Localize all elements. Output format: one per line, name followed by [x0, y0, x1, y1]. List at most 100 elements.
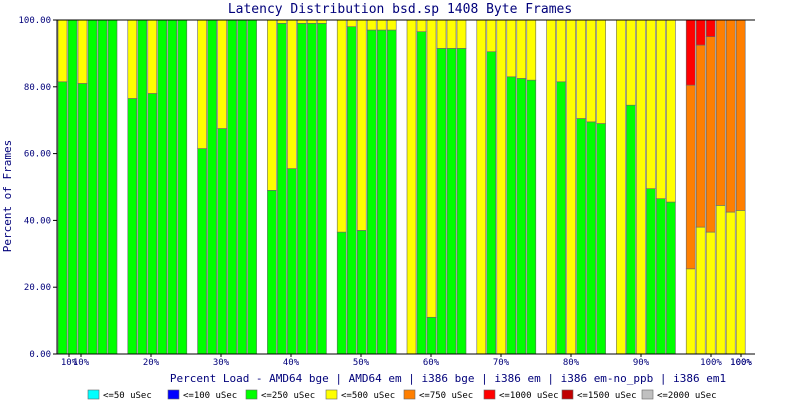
bar-segment: [336, 231, 347, 355]
bar-segment: [217, 19, 227, 129]
bar-segment: [735, 19, 746, 211]
x-tick-label: 90%: [633, 358, 650, 368]
legend-swatch: [325, 389, 338, 400]
legend-label: <=2000 uSec: [657, 391, 717, 400]
bar-segment: [636, 19, 646, 355]
bar-segment: [506, 76, 517, 355]
bar-segment: [725, 19, 736, 213]
bar-segment: [87, 19, 98, 355]
bar-segment: [356, 19, 367, 231]
bar-segment: [725, 211, 736, 355]
bar-segment: [486, 19, 497, 53]
bar-segment: [486, 51, 497, 355]
x-tick-label: 100%: [730, 358, 752, 368]
bar-segment: [267, 190, 277, 355]
bar-segment: [576, 19, 586, 119]
legend-swatch: [561, 389, 574, 400]
bar-segment: [386, 19, 397, 31]
bar-segment: [77, 83, 88, 355]
bar-segment: [715, 19, 726, 206]
bar-segment: [426, 19, 437, 318]
bar-segment: [546, 19, 556, 355]
bar-segment: [476, 19, 487, 355]
bar-segment: [287, 19, 297, 169]
bar-segment: [656, 19, 666, 199]
legend-label: <=250 uSec: [261, 391, 315, 400]
x-tick-label: 100%: [730, 358, 752, 368]
bar-segment: [695, 44, 706, 228]
x-tick-label: 100%: [700, 358, 722, 368]
chart-title: Latency Distribution bsd.sp 1408 Byte Fr…: [228, 2, 572, 17]
bar-segment: [307, 19, 317, 24]
bar-segment: [456, 19, 467, 49]
x-tick-label: 20%: [143, 358, 160, 368]
bar-segment: [127, 19, 138, 99]
legend-label: <=1500 uSec: [577, 391, 637, 400]
legend-swatch: [87, 389, 100, 400]
y-axis: 0.00 20.00 40.00 60.00 80.00 100.00: [18, 16, 58, 360]
bar-segment: [147, 19, 158, 94]
bar-segment: [666, 201, 676, 355]
bar-segment: [526, 19, 537, 81]
y-tick-label: 20.00: [24, 283, 51, 293]
bar-segment: [705, 231, 716, 355]
bar-segment: [426, 316, 437, 355]
bar-segment: [297, 23, 307, 355]
y-tick-label: 60.00: [24, 150, 51, 160]
bar-segment: [616, 19, 626, 355]
bar-segment: [366, 19, 377, 31]
bar-segment: [496, 19, 507, 355]
legend-label: <=500 uSec: [341, 391, 395, 400]
bar-segment: [576, 118, 586, 355]
bar-segment: [317, 19, 327, 24]
y-tick-label: 0.00: [29, 350, 51, 360]
bar-segment: [127, 98, 138, 355]
x-tick-label: 80%: [563, 358, 580, 368]
x-tick-label: 10%: [73, 358, 90, 368]
bar-segment: [626, 19, 636, 106]
x-tick-label: 50%: [353, 358, 370, 368]
bar-segment: [346, 19, 357, 27]
bar-segment: [416, 19, 427, 32]
bar-segment: [695, 19, 706, 46]
x-tick-label: 10%: [61, 358, 78, 368]
bar-segment: [436, 48, 447, 355]
bar-segment: [695, 226, 706, 355]
bar-segment: [267, 19, 277, 191]
legend-label: <=1000 uSec: [499, 391, 559, 400]
bar-segment: [586, 121, 596, 355]
bar-segment: [197, 148, 207, 355]
bar-segment: [277, 19, 287, 24]
plot-area: [57, 19, 755, 355]
bar-segment: [386, 29, 397, 355]
x-tick-label: 30%: [213, 358, 230, 368]
bar-segment: [566, 19, 576, 355]
bar-segment: [197, 19, 207, 149]
bar-segment: [516, 78, 527, 355]
bar-segment: [516, 19, 527, 79]
bar-segment: [735, 210, 746, 355]
bar-segment: [456, 48, 467, 355]
bar-segment: [217, 128, 227, 355]
bar-segment: [277, 23, 287, 355]
bar-segment: [346, 26, 357, 355]
bar-segment: [715, 205, 726, 355]
bar-segment: [685, 84, 696, 270]
bar-segment: [97, 19, 108, 355]
bar-segment: [297, 19, 307, 24]
bar-segment: [207, 19, 217, 355]
legend-swatch: [403, 389, 416, 400]
bar-segment: [356, 230, 367, 355]
bar-segment: [67, 19, 78, 355]
y-tick-label: 100.00: [18, 16, 51, 26]
bar-segment: [157, 19, 168, 355]
bar-segment: [77, 19, 88, 84]
bar-segment: [685, 19, 696, 86]
x-tick-label: 40%: [283, 358, 300, 368]
bar-segment: [656, 198, 666, 355]
legend-label: <=50 uSec: [103, 391, 152, 400]
bar-segment: [366, 29, 377, 355]
y-tick-label: 40.00: [24, 216, 51, 226]
bar-segment: [596, 19, 606, 124]
